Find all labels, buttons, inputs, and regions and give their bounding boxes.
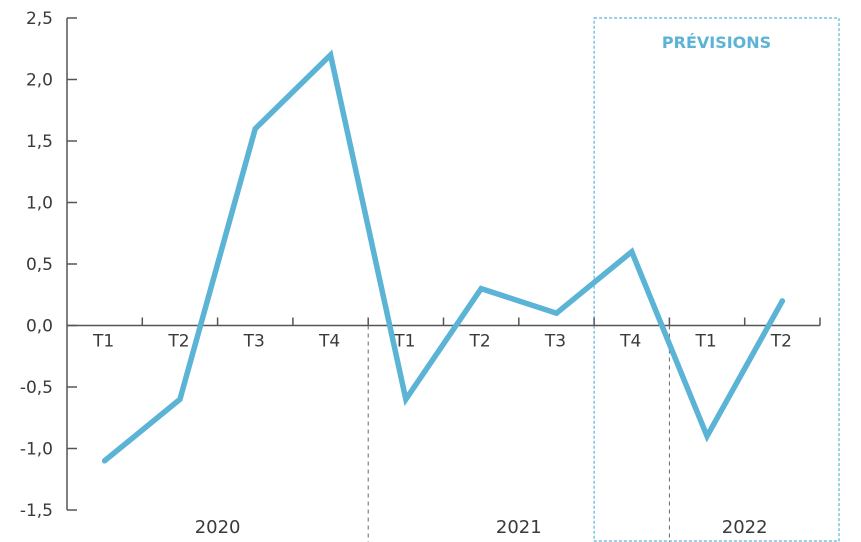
year-label: 2020 [195,517,241,538]
forecast-region: PRÉVISIONS [593,17,840,542]
y-tick-label: -1,5 [20,501,53,521]
labels: 2,5 2,0 1,5 1,0 0,5 0,0 -0,5 -1,0 -1,5 T1 T2 T3 T4 T1… [20,9,792,538]
x-tick-label: T3 [544,332,566,352]
x-tick-label: T1 [92,332,114,352]
x-tick-label: T3 [243,332,265,352]
y-tick-label: -1,0 [20,440,53,460]
x-tick-label: T2 [469,332,491,352]
y-tick-label: 2,0 [26,71,53,91]
x-tick-label: T4 [318,332,340,352]
y-tick-label: 0,5 [26,255,53,275]
y-tick-label: 1,0 [26,194,53,214]
axes [66,17,821,542]
x-tick-label: T4 [619,332,641,352]
x-tick-label: T1 [694,332,716,352]
x-tick-label: T2 [167,332,189,352]
y-tick-label: 1,5 [26,132,53,152]
y-tick-label: -0,5 [20,378,53,398]
x-tick-label: T2 [770,332,792,352]
year-label: 2021 [496,517,542,538]
forecast-box [593,17,840,542]
x-tick-label: T1 [393,332,415,352]
series [101,49,786,464]
series-line [101,49,786,464]
y-tick-label: 2,5 [26,9,53,29]
y-tick-label: 0,0 [26,317,53,337]
forecast-label: PRÉVISIONS [662,33,771,52]
year-label: 2022 [722,517,768,538]
